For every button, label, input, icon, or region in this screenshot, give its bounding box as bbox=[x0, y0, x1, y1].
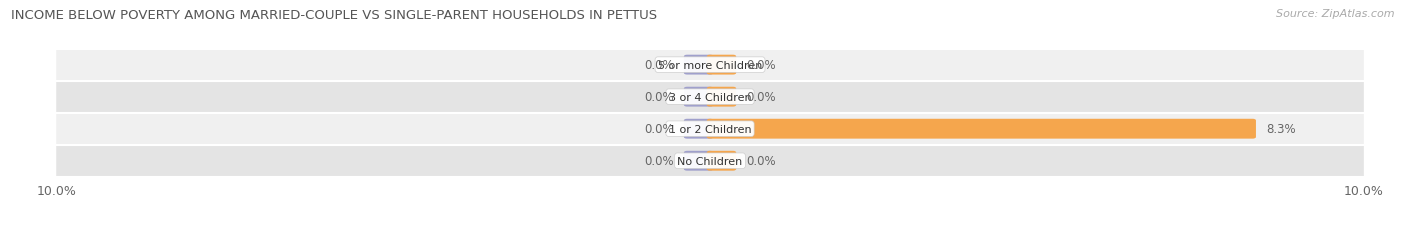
FancyBboxPatch shape bbox=[707, 55, 737, 75]
FancyBboxPatch shape bbox=[683, 55, 713, 75]
Text: 0.0%: 0.0% bbox=[644, 123, 673, 136]
FancyBboxPatch shape bbox=[707, 87, 737, 107]
FancyBboxPatch shape bbox=[683, 87, 713, 107]
FancyBboxPatch shape bbox=[56, 49, 1364, 81]
Text: 0.0%: 0.0% bbox=[644, 59, 673, 72]
Text: INCOME BELOW POVERTY AMONG MARRIED-COUPLE VS SINGLE-PARENT HOUSEHOLDS IN PETTUS: INCOME BELOW POVERTY AMONG MARRIED-COUPL… bbox=[11, 9, 658, 22]
Text: Source: ZipAtlas.com: Source: ZipAtlas.com bbox=[1277, 9, 1395, 19]
FancyBboxPatch shape bbox=[707, 151, 737, 171]
Text: 0.0%: 0.0% bbox=[747, 155, 776, 167]
Text: 0.0%: 0.0% bbox=[747, 91, 776, 104]
Text: 0.0%: 0.0% bbox=[644, 91, 673, 104]
Text: 3 or 4 Children: 3 or 4 Children bbox=[669, 92, 751, 102]
Text: 0.0%: 0.0% bbox=[747, 59, 776, 72]
FancyBboxPatch shape bbox=[683, 119, 713, 139]
FancyBboxPatch shape bbox=[683, 151, 713, 171]
FancyBboxPatch shape bbox=[56, 113, 1364, 145]
Text: 8.3%: 8.3% bbox=[1265, 123, 1295, 136]
Text: 5 or more Children: 5 or more Children bbox=[658, 60, 762, 70]
FancyBboxPatch shape bbox=[56, 81, 1364, 113]
Text: No Children: No Children bbox=[678, 156, 742, 166]
FancyBboxPatch shape bbox=[56, 145, 1364, 177]
Text: 0.0%: 0.0% bbox=[644, 155, 673, 167]
FancyBboxPatch shape bbox=[707, 119, 1256, 139]
Text: 1 or 2 Children: 1 or 2 Children bbox=[669, 124, 751, 134]
